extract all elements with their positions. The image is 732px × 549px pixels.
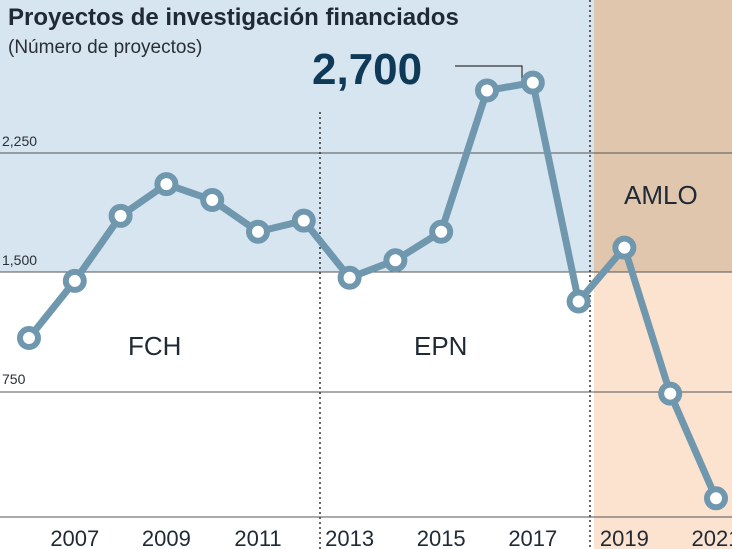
xtick-label-2021: 2021 [692,526,732,549]
data-point-2019 [612,235,637,260]
xtick-label-2009: 2009 [142,526,191,549]
data-point-2006 [17,326,41,351]
data-point-2018 [566,289,591,314]
band-amlo-brown [594,0,732,272]
chart-title: Proyectos de investigación financiados [8,4,459,31]
peak-annotation-label: 2,700 [312,45,422,94]
ytick-label-750: 750 [2,371,26,387]
period-label-fch: FCH [128,331,181,361]
data-point-2013 [337,265,362,290]
data-point-2014 [383,248,408,273]
data-point-2009 [154,172,179,197]
ytick-label-1500: 1,500 [2,252,37,268]
data-point-2016 [475,78,499,103]
data-point-2011 [246,219,270,244]
data-point-2012 [291,208,316,233]
series-line [26,79,720,500]
data-point-2020 [658,381,683,406]
data-point-2008 [108,203,133,228]
period-label-amlo: AMLO [624,180,698,210]
xtick-label-2015: 2015 [417,526,466,549]
period-label-epn: EPN [414,331,467,361]
ytick-label-2250: 2,250 [2,133,37,149]
xtick-label-2019: 2019 [600,526,649,549]
data-point-2021 [704,486,728,511]
data-point-2017 [520,70,545,95]
xtick-label-2007: 2007 [50,526,99,549]
xtick-label-2017: 2017 [508,526,557,549]
xtick-label-2011: 2011 [234,526,281,549]
data-point-2007 [62,268,87,293]
xtick-label-2013: 2013 [325,526,374,549]
series-layer [17,70,728,511]
x-axis-ticks: 2007 2009 2011 2013 2015 2017 2019 2021 [50,526,732,549]
chart-subtitle: (Número de proyectos) [8,37,202,58]
data-point-2015 [429,219,454,244]
data-point-2010 [200,188,225,213]
peak-annotation-leader [455,65,523,80]
